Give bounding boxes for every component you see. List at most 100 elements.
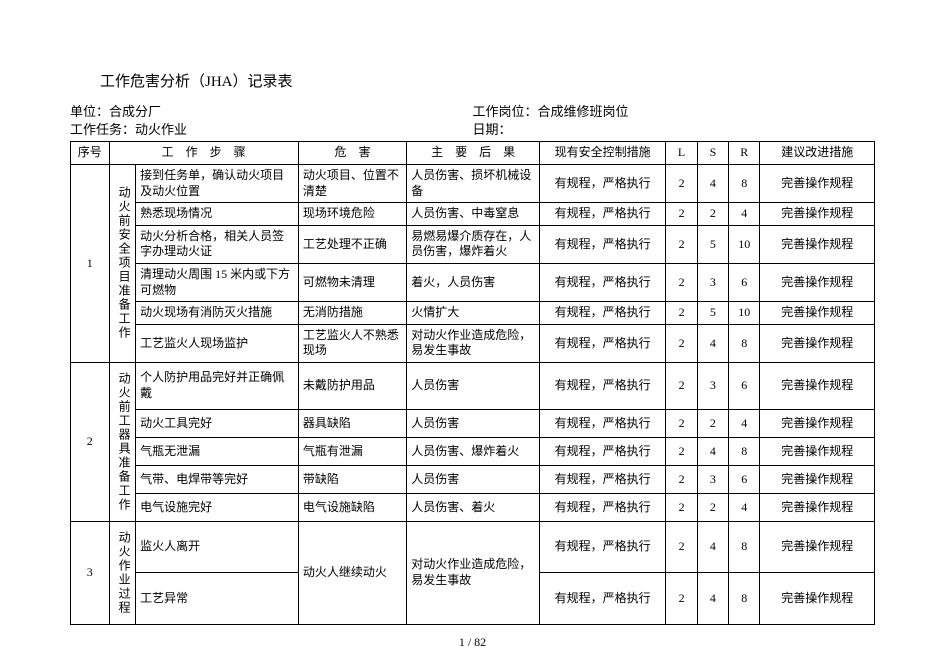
l-cell: 2 xyxy=(666,466,697,494)
unit-label: 单位： xyxy=(70,104,109,119)
step-cell: 动火分析合格，相关人员签字办理动火证 xyxy=(136,225,299,263)
l-cell: 2 xyxy=(666,225,697,263)
control-cell: 有规程，严格执行 xyxy=(539,573,666,625)
hazard-cell: 带缺陷 xyxy=(298,466,406,494)
rec-cell: 完善操作规程 xyxy=(760,302,875,325)
result-cell: 火情扩大 xyxy=(407,302,540,325)
control-cell: 有规程，严格执行 xyxy=(539,410,666,438)
l-cell: 2 xyxy=(666,521,697,573)
s-cell: 4 xyxy=(697,324,728,362)
r-cell: 6 xyxy=(729,466,760,494)
l-cell: 2 xyxy=(666,324,697,362)
hazard-cell: 器具缺陷 xyxy=(298,410,406,438)
step-cell: 接到任务单，确认动火项目及动火位置 xyxy=(136,164,299,202)
hazard-cell: 动火人继续动火 xyxy=(298,521,406,624)
rec-cell: 完善操作规程 xyxy=(760,521,875,573)
rec-cell: 完善操作规程 xyxy=(760,410,875,438)
step-cell: 电气设施完好 xyxy=(136,493,299,521)
result-cell: 易燃易爆介质存在，人员伤害，爆炸着火 xyxy=(407,225,540,263)
r-cell: 8 xyxy=(729,164,760,202)
control-cell: 有规程，严格执行 xyxy=(539,225,666,263)
table-row: 1 动火前安全项目准备工作 接到任务单，确认动火项目及动火位置 动火项目、位置不… xyxy=(71,164,875,202)
step-cell: 熟悉现场情况 xyxy=(136,203,299,226)
task-label: 工作任务： xyxy=(70,122,135,137)
s-cell: 5 xyxy=(697,302,728,325)
table-row: 3 动火作业过程 监火人离开 动火人继续动火 对动火作业造成危险，易发生事故 有… xyxy=(71,521,875,573)
step-cell: 动火现场有消防灭火措施 xyxy=(136,302,299,325)
h-hazard: 危 害 xyxy=(298,142,406,165)
hazard-cell: 动火项目、位置不清楚 xyxy=(298,164,406,202)
hazard-cell: 电气设施缺陷 xyxy=(298,493,406,521)
step-cell: 气带、电焊带等完好 xyxy=(136,466,299,494)
step-cell: 清理动火周围 15 米内或下方可燃物 xyxy=(136,263,299,301)
l-cell: 2 xyxy=(666,362,697,409)
hazard-cell: 可燃物未清理 xyxy=(298,263,406,301)
l-cell: 2 xyxy=(666,573,697,625)
result-cell: 人员伤害、着火 xyxy=(407,493,540,521)
post-label: 工作岗位： xyxy=(473,104,538,119)
s-cell: 4 xyxy=(697,164,728,202)
table-row: 电气设施完好 电气设施缺陷 人员伤害、着火 有规程，严格执行 2 2 4 完善操… xyxy=(71,493,875,521)
control-cell: 有规程，严格执行 xyxy=(539,263,666,301)
r-cell: 10 xyxy=(729,302,760,325)
s-cell: 2 xyxy=(697,410,728,438)
l-cell: 2 xyxy=(666,203,697,226)
h-step: 工 作 步 骤 xyxy=(109,142,298,165)
group-name-cell: 动火前工器具准备工作 xyxy=(109,362,136,521)
step-cell: 动火工具完好 xyxy=(136,410,299,438)
l-cell: 2 xyxy=(666,493,697,521)
jha-table: 序号 工 作 步 骤 危 害 主 要 后 果 现有安全控制措施 L S R 建议… xyxy=(70,141,875,625)
seq-cell: 1 xyxy=(71,164,110,362)
rec-cell: 完善操作规程 xyxy=(760,438,875,466)
group-name-cell: 动火前安全项目准备工作 xyxy=(109,164,136,362)
meta-date: 日期： xyxy=(473,121,876,139)
meta-unit: 单位：合成分厂 xyxy=(70,103,473,121)
r-cell: 6 xyxy=(729,362,760,409)
h-control: 现有安全控制措施 xyxy=(539,142,666,165)
hazard-cell: 工艺处理不正确 xyxy=(298,225,406,263)
s-cell: 4 xyxy=(697,573,728,625)
table-row: 气瓶无泄漏 气瓶有泄漏 人员伤害、爆炸着火 有规程，严格执行 2 4 8 完善操… xyxy=(71,438,875,466)
r-cell: 4 xyxy=(729,410,760,438)
table-row: 气带、电焊带等完好 带缺陷 人员伤害 有规程，严格执行 2 3 6 完善操作规程 xyxy=(71,466,875,494)
table-row: 动火分析合格，相关人员签字办理动火证 工艺处理不正确 易燃易爆介质存在，人员伤害… xyxy=(71,225,875,263)
rec-cell: 完善操作规程 xyxy=(760,225,875,263)
result-cell: 对动火作业造成危险，易发生事故 xyxy=(407,324,540,362)
h-seq: 序号 xyxy=(71,142,110,165)
step-cell: 气瓶无泄漏 xyxy=(136,438,299,466)
rec-cell: 完善操作规程 xyxy=(760,493,875,521)
hazard-cell: 未戴防护用品 xyxy=(298,362,406,409)
rec-cell: 完善操作规程 xyxy=(760,203,875,226)
control-cell: 有规程，严格执行 xyxy=(539,362,666,409)
step-cell: 工艺异常 xyxy=(136,573,299,625)
control-cell: 有规程，严格执行 xyxy=(539,324,666,362)
result-cell: 对动火作业造成危险，易发生事故 xyxy=(407,521,540,624)
unit-value: 合成分厂 xyxy=(109,104,161,119)
table-row: 工艺监火人现场监护 工艺监火人不熟悉现场 对动火作业造成危险，易发生事故 有规程… xyxy=(71,324,875,362)
r-cell: 6 xyxy=(729,263,760,301)
h-l: L xyxy=(666,142,697,165)
r-cell: 8 xyxy=(729,324,760,362)
seq-cell: 2 xyxy=(71,362,110,521)
r-cell: 8 xyxy=(729,573,760,625)
hazard-cell: 工艺监火人不熟悉现场 xyxy=(298,324,406,362)
control-cell: 有规程，严格执行 xyxy=(539,466,666,494)
step-cell: 监火人离开 xyxy=(136,521,299,573)
hazard-cell: 现场环境危险 xyxy=(298,203,406,226)
control-cell: 有规程，严格执行 xyxy=(539,302,666,325)
result-cell: 人员伤害、损坏机械设备 xyxy=(407,164,540,202)
s-cell: 2 xyxy=(697,203,728,226)
hazard-cell: 无消防措施 xyxy=(298,302,406,325)
rec-cell: 完善操作规程 xyxy=(760,164,875,202)
step-cell: 工艺监火人现场监护 xyxy=(136,324,299,362)
s-cell: 4 xyxy=(697,521,728,573)
meta-task: 工作任务：动火作业 xyxy=(70,121,473,139)
r-cell: 4 xyxy=(729,203,760,226)
table-row: 熟悉现场情况 现场环境危险 人员伤害、中毒窒息 有规程，严格执行 2 2 4 完… xyxy=(71,203,875,226)
result-cell: 着火，人员伤害 xyxy=(407,263,540,301)
seq-cell: 3 xyxy=(71,521,110,624)
result-cell: 人员伤害、中毒窒息 xyxy=(407,203,540,226)
control-cell: 有规程，严格执行 xyxy=(539,438,666,466)
s-cell: 3 xyxy=(697,362,728,409)
control-cell: 有规程，严格执行 xyxy=(539,521,666,573)
